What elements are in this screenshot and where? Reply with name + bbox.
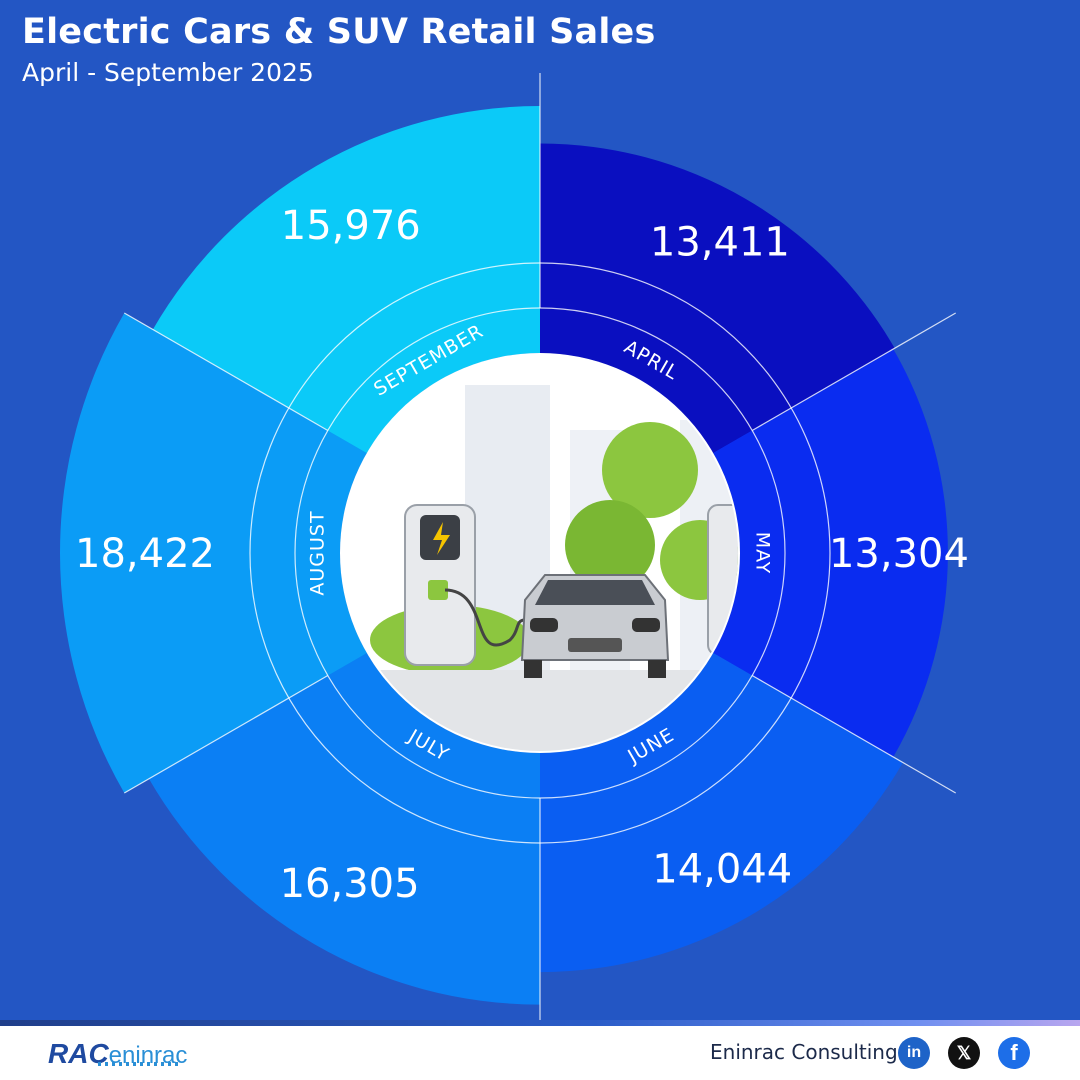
car-grille: [568, 638, 622, 652]
linkedin-icon[interactable]: in: [898, 1037, 930, 1069]
data-label: 15,976: [281, 203, 421, 249]
car-wheel: [524, 660, 542, 678]
car-headlight: [632, 618, 660, 632]
month-band-april: [540, 308, 753, 453]
lightning-icon: [433, 522, 450, 555]
data-label: 14,044: [652, 847, 792, 893]
pie-segment-april: [540, 143, 895, 453]
car-windshield: [535, 580, 655, 605]
car-wheel: [648, 660, 666, 678]
radial-divider: [751, 674, 956, 794]
radial-divider: [751, 312, 956, 432]
month-band-september: [327, 308, 540, 453]
polar-area-chart: 13,411APRIL13,304MAY14,044JUNE16,305JULY…: [60, 73, 969, 1020]
tree-icon: [602, 422, 698, 518]
month-label: AUGUST: [307, 510, 329, 595]
charger-plug: [428, 580, 448, 600]
radial-divider: [124, 674, 329, 794]
charging-cable: [444, 588, 526, 647]
month-band-june: [540, 653, 753, 798]
logo-dots: [98, 1062, 180, 1066]
car-headlight: [530, 618, 558, 632]
data-label: 13,304: [829, 531, 969, 577]
brand-name: Eninrac Consulting: [710, 1040, 898, 1064]
chart-title: Electric Cars & SUV Retail Sales: [22, 12, 656, 52]
data-label: 13,411: [650, 219, 790, 265]
data-label: 18,422: [75, 531, 215, 577]
x-icon[interactable]: 𝕏: [948, 1037, 980, 1069]
month-band-may: [713, 430, 785, 676]
pie-segment-august: [60, 313, 367, 793]
data-label: 16,305: [280, 861, 420, 907]
month-band-august: [294, 430, 367, 676]
chart-subtitle: April - September 2025: [22, 58, 314, 87]
month-band-july: [327, 653, 540, 798]
footer-gradient-bar: [0, 1020, 1080, 1026]
facebook-icon[interactable]: f: [998, 1037, 1030, 1069]
month-label: MAY: [752, 532, 774, 575]
tree-icon: [565, 500, 655, 590]
radial-divider: [124, 312, 329, 432]
